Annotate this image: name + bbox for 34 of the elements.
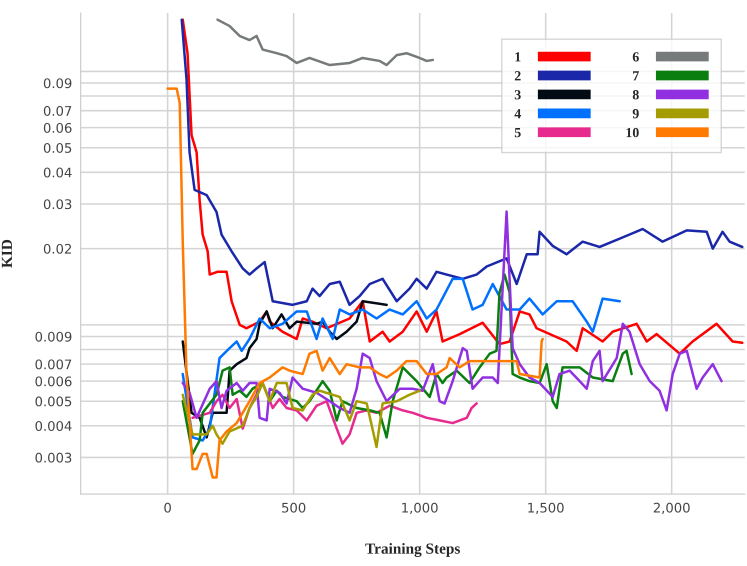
line-series bbox=[166, 87, 544, 479]
y-tick-label: 0.09 bbox=[44, 78, 72, 88]
line-series bbox=[181, 382, 421, 448]
y-tick-label: 0.07 bbox=[44, 106, 72, 116]
x-axis-title: Training Steps bbox=[365, 543, 460, 557]
x-tick-label: 1,500 bbox=[528, 502, 564, 514]
y-tick-label: 0.004 bbox=[35, 420, 72, 431]
y-tick-label: 0.04 bbox=[44, 168, 72, 178]
legend-label: 2 bbox=[514, 71, 521, 80]
legend-label: 9 bbox=[632, 109, 639, 118]
legend-label: 6 bbox=[632, 52, 639, 62]
x-tick-label: 500 bbox=[282, 502, 306, 513]
y-tick-label: 0.006 bbox=[35, 376, 72, 386]
line-series bbox=[181, 210, 723, 422]
x-tick-label: 2,000 bbox=[654, 502, 690, 514]
y-tick-label: 0.06 bbox=[44, 122, 72, 133]
legend-label: 3 bbox=[514, 90, 521, 100]
legend-label: 8 bbox=[632, 90, 639, 100]
y-tick-label: 0.009 bbox=[35, 332, 72, 342]
legend-label: 5 bbox=[514, 128, 521, 138]
legend-label: 10 bbox=[626, 128, 639, 138]
y-tick-label: 0.003 bbox=[35, 452, 72, 463]
y-tick-label: 0.02 bbox=[44, 244, 72, 254]
legend-label: 4 bbox=[514, 109, 521, 118]
y-tick-label: 0.005 bbox=[35, 396, 72, 406]
x-tick-label: 0 bbox=[164, 502, 171, 513]
legend-label: 1 bbox=[515, 52, 520, 62]
line-series bbox=[216, 18, 434, 66]
x-tick-label: 1,000 bbox=[402, 502, 438, 514]
y-axis-title: KID bbox=[2, 240, 12, 268]
y-tick-label: 0.007 bbox=[35, 359, 72, 370]
y-tick-label: 0.05 bbox=[44, 142, 72, 153]
legend-label: 7 bbox=[633, 71, 639, 80]
y-tick-label: 0.03 bbox=[44, 199, 72, 210]
